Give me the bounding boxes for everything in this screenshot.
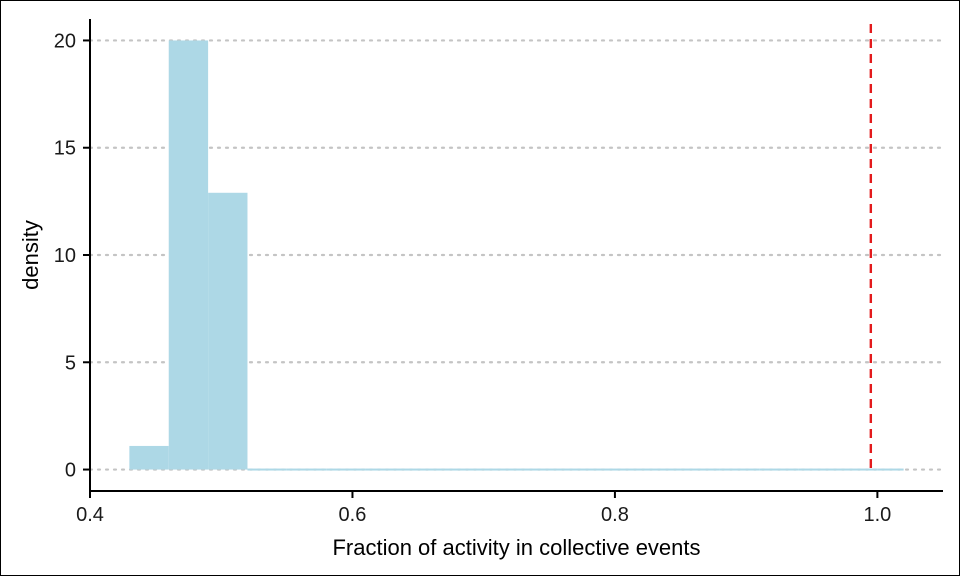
histogram-bar xyxy=(208,192,248,470)
x-tick-label: 1.0 xyxy=(863,504,891,526)
histogram-bar xyxy=(680,468,720,471)
histogram-bar xyxy=(286,468,327,471)
histogram-bar xyxy=(798,468,839,471)
x-tick-label: 0.8 xyxy=(601,504,629,526)
y-tick-label: 5 xyxy=(65,352,76,374)
histogram-bar xyxy=(562,468,602,471)
y-tick-label: 10 xyxy=(54,245,76,267)
x-tick-label: 0.4 xyxy=(76,504,104,526)
y-tick-label: 15 xyxy=(54,138,76,160)
histogram-bar xyxy=(719,468,760,471)
histogram-bar xyxy=(483,468,524,471)
histogram-bar xyxy=(326,468,366,471)
axes: 0 5 10 15 20 0.4 0.6 0.8 1.0 xyxy=(54,19,943,526)
histogram-bar xyxy=(641,468,681,471)
histogram-bar xyxy=(759,468,799,471)
histogram-bar xyxy=(838,468,878,471)
histogram-bar xyxy=(129,445,169,470)
histogram-bars xyxy=(129,40,904,471)
y-tick-label: 0 xyxy=(65,460,76,482)
x-tick-label: 0.6 xyxy=(339,504,367,526)
histogram-bar xyxy=(168,40,209,470)
histogram-bar xyxy=(877,468,904,471)
histogram-bar xyxy=(523,468,563,471)
y-tick-label: 20 xyxy=(54,30,76,52)
y-axis-title: density xyxy=(18,220,43,290)
histogram-bar xyxy=(444,468,484,471)
x-axis-title: Fraction of activity in collective event… xyxy=(332,535,700,560)
histogram-bar xyxy=(404,468,445,471)
histogram-bar xyxy=(601,468,642,471)
histogram-bar xyxy=(365,468,405,471)
histogram-bar xyxy=(247,468,287,471)
